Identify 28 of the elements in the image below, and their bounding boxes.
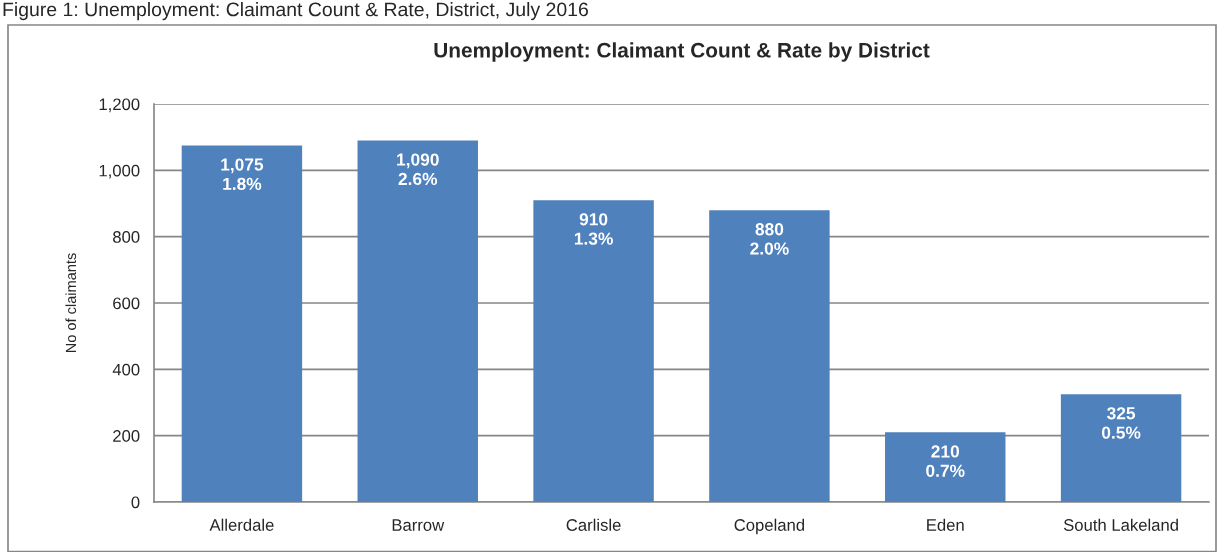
data-label: 910 1.3% [574,213,613,245]
data-label: 880 2.0% [750,223,789,255]
x-tick-label: Barrow [392,519,445,531]
bar [1060,394,1182,502]
data-label: 1,090 2.6% [397,153,439,186]
y-tick-label: 1,200 [99,98,140,113]
y-tick-label: 800 [113,231,140,243]
bar [181,145,303,502]
data-label: 1,075 1.8% [221,158,264,191]
bar [709,210,830,502]
chart-title: Unemployment: Claimant Count & Rate by District [434,42,930,62]
bar [533,200,654,502]
bar [885,432,1006,502]
bar [357,140,478,502]
y-tick-label: 600 [113,297,140,310]
x-tick-label: Allerdale [209,518,274,531]
x-tick-label: Carlisle [566,518,621,531]
x-tick-label: South Lakeland [1063,518,1178,531]
caption: Figure 1: Unemployment: Claimant Count & Rate, District, July 2016 [3,2,588,21]
y-axis-title: No of claimants [65,253,77,353]
y-tick-label: 200 [113,430,140,442]
y-tick-label: 1,000 [99,164,140,179]
x-tick-label: Copeland [734,518,805,535]
y-tick-label: 0 [131,496,140,509]
data-label: 210 0.7% [926,445,965,477]
y-tick-label: 400 [112,363,140,376]
x-tick-label: Eden [927,518,964,531]
data-label: 325 0.5% [1101,407,1141,439]
